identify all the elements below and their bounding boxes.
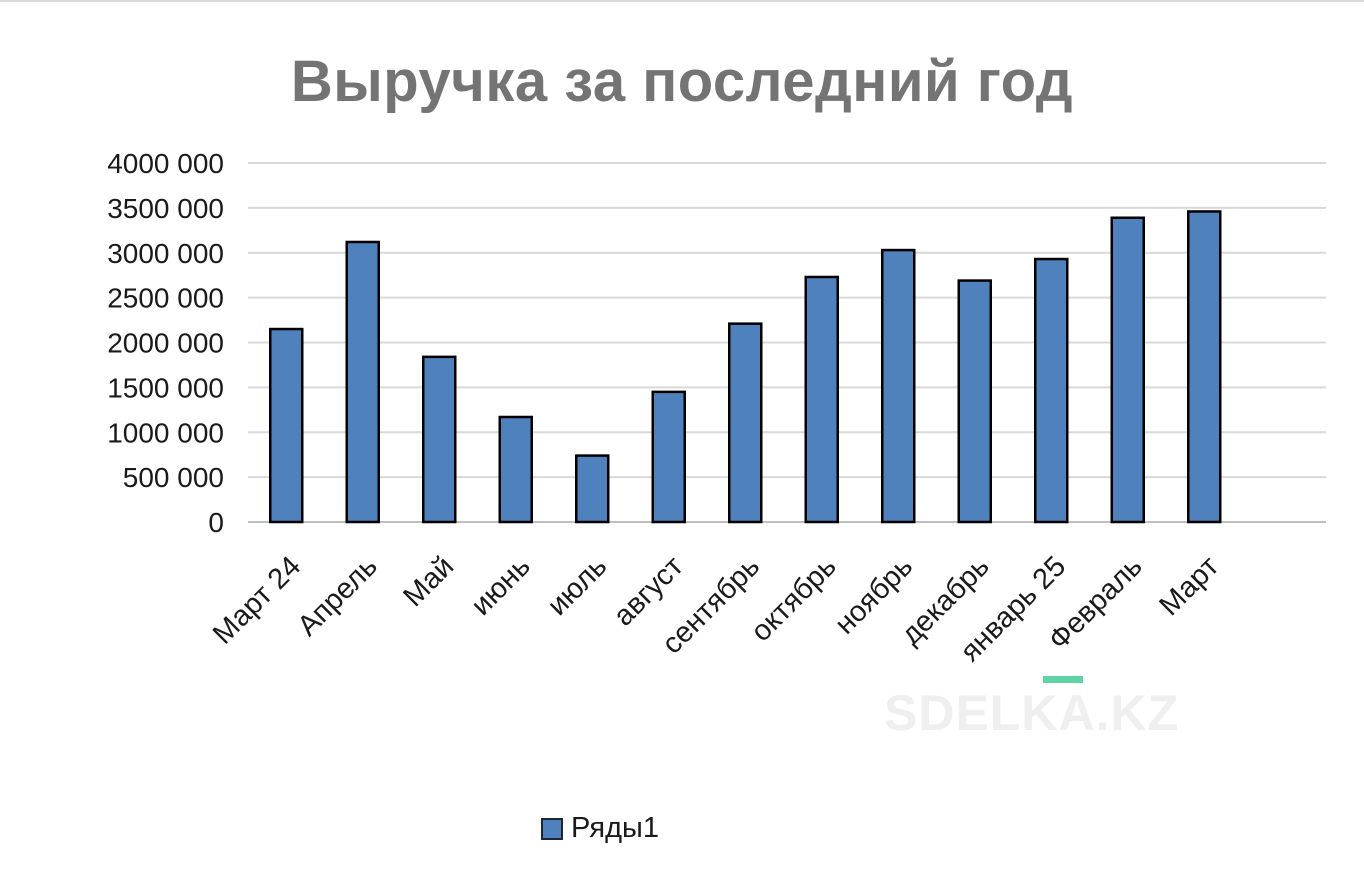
x-tick-label: июль [542,550,614,622]
legend-swatch [541,817,563,840]
y-tick-label: 1500 000 [107,372,224,403]
top-border [0,0,1364,2]
y-tick-label: 1000 000 [107,417,224,448]
bar [1110,216,1145,524]
bar [345,240,380,524]
x-tick-label: октябрь [745,550,843,648]
y-tick-label: 0 [208,507,224,538]
y-tick-label: 3000 000 [107,238,224,269]
bar [422,355,457,524]
bar [1034,257,1069,524]
y-tick-label: 500 000 [123,462,224,493]
y-tick-label: 2000 000 [107,328,224,359]
bar [881,248,916,524]
y-tick-label: 2500 000 [107,283,224,314]
x-tick-label: Апрель [292,550,384,642]
bar [728,322,763,524]
x-tick-label: Март 24 [207,550,307,650]
bar [575,454,610,524]
y-tick-label: 4000 000 [107,148,224,179]
x-tick-label: Май [397,550,460,613]
legend-label: Ряды1 [571,812,659,844]
bar [269,327,304,524]
watermark-accent [1043,676,1083,683]
bar [804,275,839,524]
x-tick-label: июнь [465,550,536,621]
chart-title: Выручка за последний год [290,49,1074,114]
bar [651,390,686,524]
bar [957,279,992,524]
watermark: SDELKA.KZ [884,685,1180,741]
y-tick-label: 3500 000 [107,193,224,224]
bar [498,415,533,524]
legend: Ряды1 [541,812,659,845]
bar [1187,210,1222,524]
x-tick-label: Март [1154,550,1226,622]
